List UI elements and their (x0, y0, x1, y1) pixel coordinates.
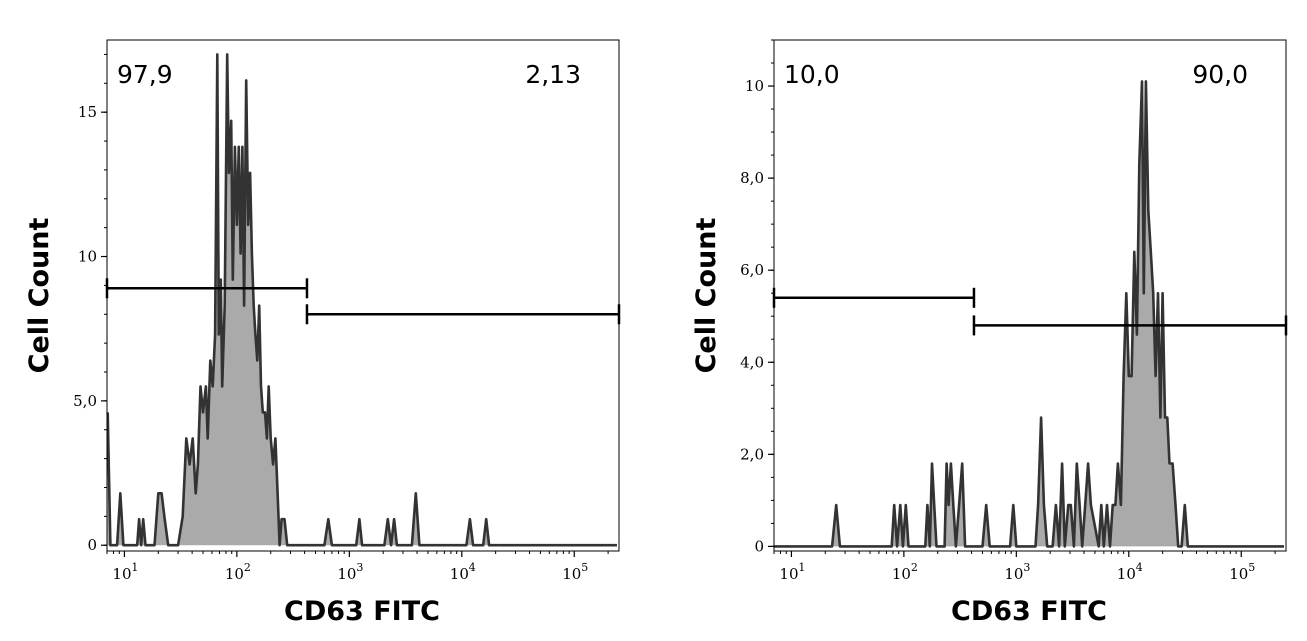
x-tick-exponent: 1 (798, 561, 805, 574)
histogram-line (774, 80, 1284, 548)
y-axis-title: Cell Count (691, 218, 722, 374)
plot-frame (773, 39, 1287, 552)
x-tick-label: 10 (225, 565, 244, 583)
x-tick-exponent: 4 (1136, 561, 1143, 574)
x-tick-label: 10 (892, 565, 911, 583)
gate-percentage-label: 90,0 (1192, 60, 1248, 89)
gate-percentage-label: 97,9 (117, 60, 173, 89)
y-tick-label: 0 (87, 536, 97, 554)
y-tick-label: 6,0 (740, 261, 764, 279)
y-tick-label: 5,0 (73, 392, 97, 410)
x-tick-exponent: 3 (1023, 561, 1030, 574)
y-tick-label: 15 (78, 103, 97, 121)
x-tick-exponent: 2 (244, 561, 251, 574)
y-tick-label: 10 (78, 248, 97, 266)
y-tick-label: 0 (754, 537, 764, 555)
x-tick-label: 10 (1117, 565, 1136, 583)
x-tick-exponent: 5 (1248, 561, 1255, 574)
x-tick-exponent: 1 (131, 561, 138, 574)
x-axis-title: CD63 FITC (284, 596, 440, 627)
x-tick-label: 10 (450, 565, 469, 583)
x-tick-label: 10 (337, 565, 356, 583)
x-tick-label: 10 (112, 565, 131, 583)
x-tick-exponent: 3 (356, 561, 363, 574)
x-axis-title: CD63 FITC (951, 596, 1107, 627)
y-tick-label: 4,0 (740, 353, 764, 371)
x-tick-exponent: 4 (469, 561, 476, 574)
x-tick-label: 10 (1004, 565, 1023, 583)
gate-percentage-label: 10,0 (784, 60, 840, 89)
x-tick-exponent: 2 (911, 561, 918, 574)
x-tick-exponent: 5 (581, 561, 588, 574)
y-tick-label: 10 (745, 77, 764, 95)
y-axis-title: Cell Count (24, 218, 55, 374)
x-tick-label: 10 (562, 565, 581, 583)
x-tick-label: 10 (1229, 565, 1248, 583)
histogram-area (774, 81, 1284, 547)
y-tick-label: 8,0 (740, 169, 764, 187)
histogram-line (106, 53, 617, 547)
gate-percentage-label: 2,13 (525, 60, 581, 89)
y-tick-label: 2,0 (740, 445, 764, 463)
x-tick-label: 10 (779, 565, 798, 583)
